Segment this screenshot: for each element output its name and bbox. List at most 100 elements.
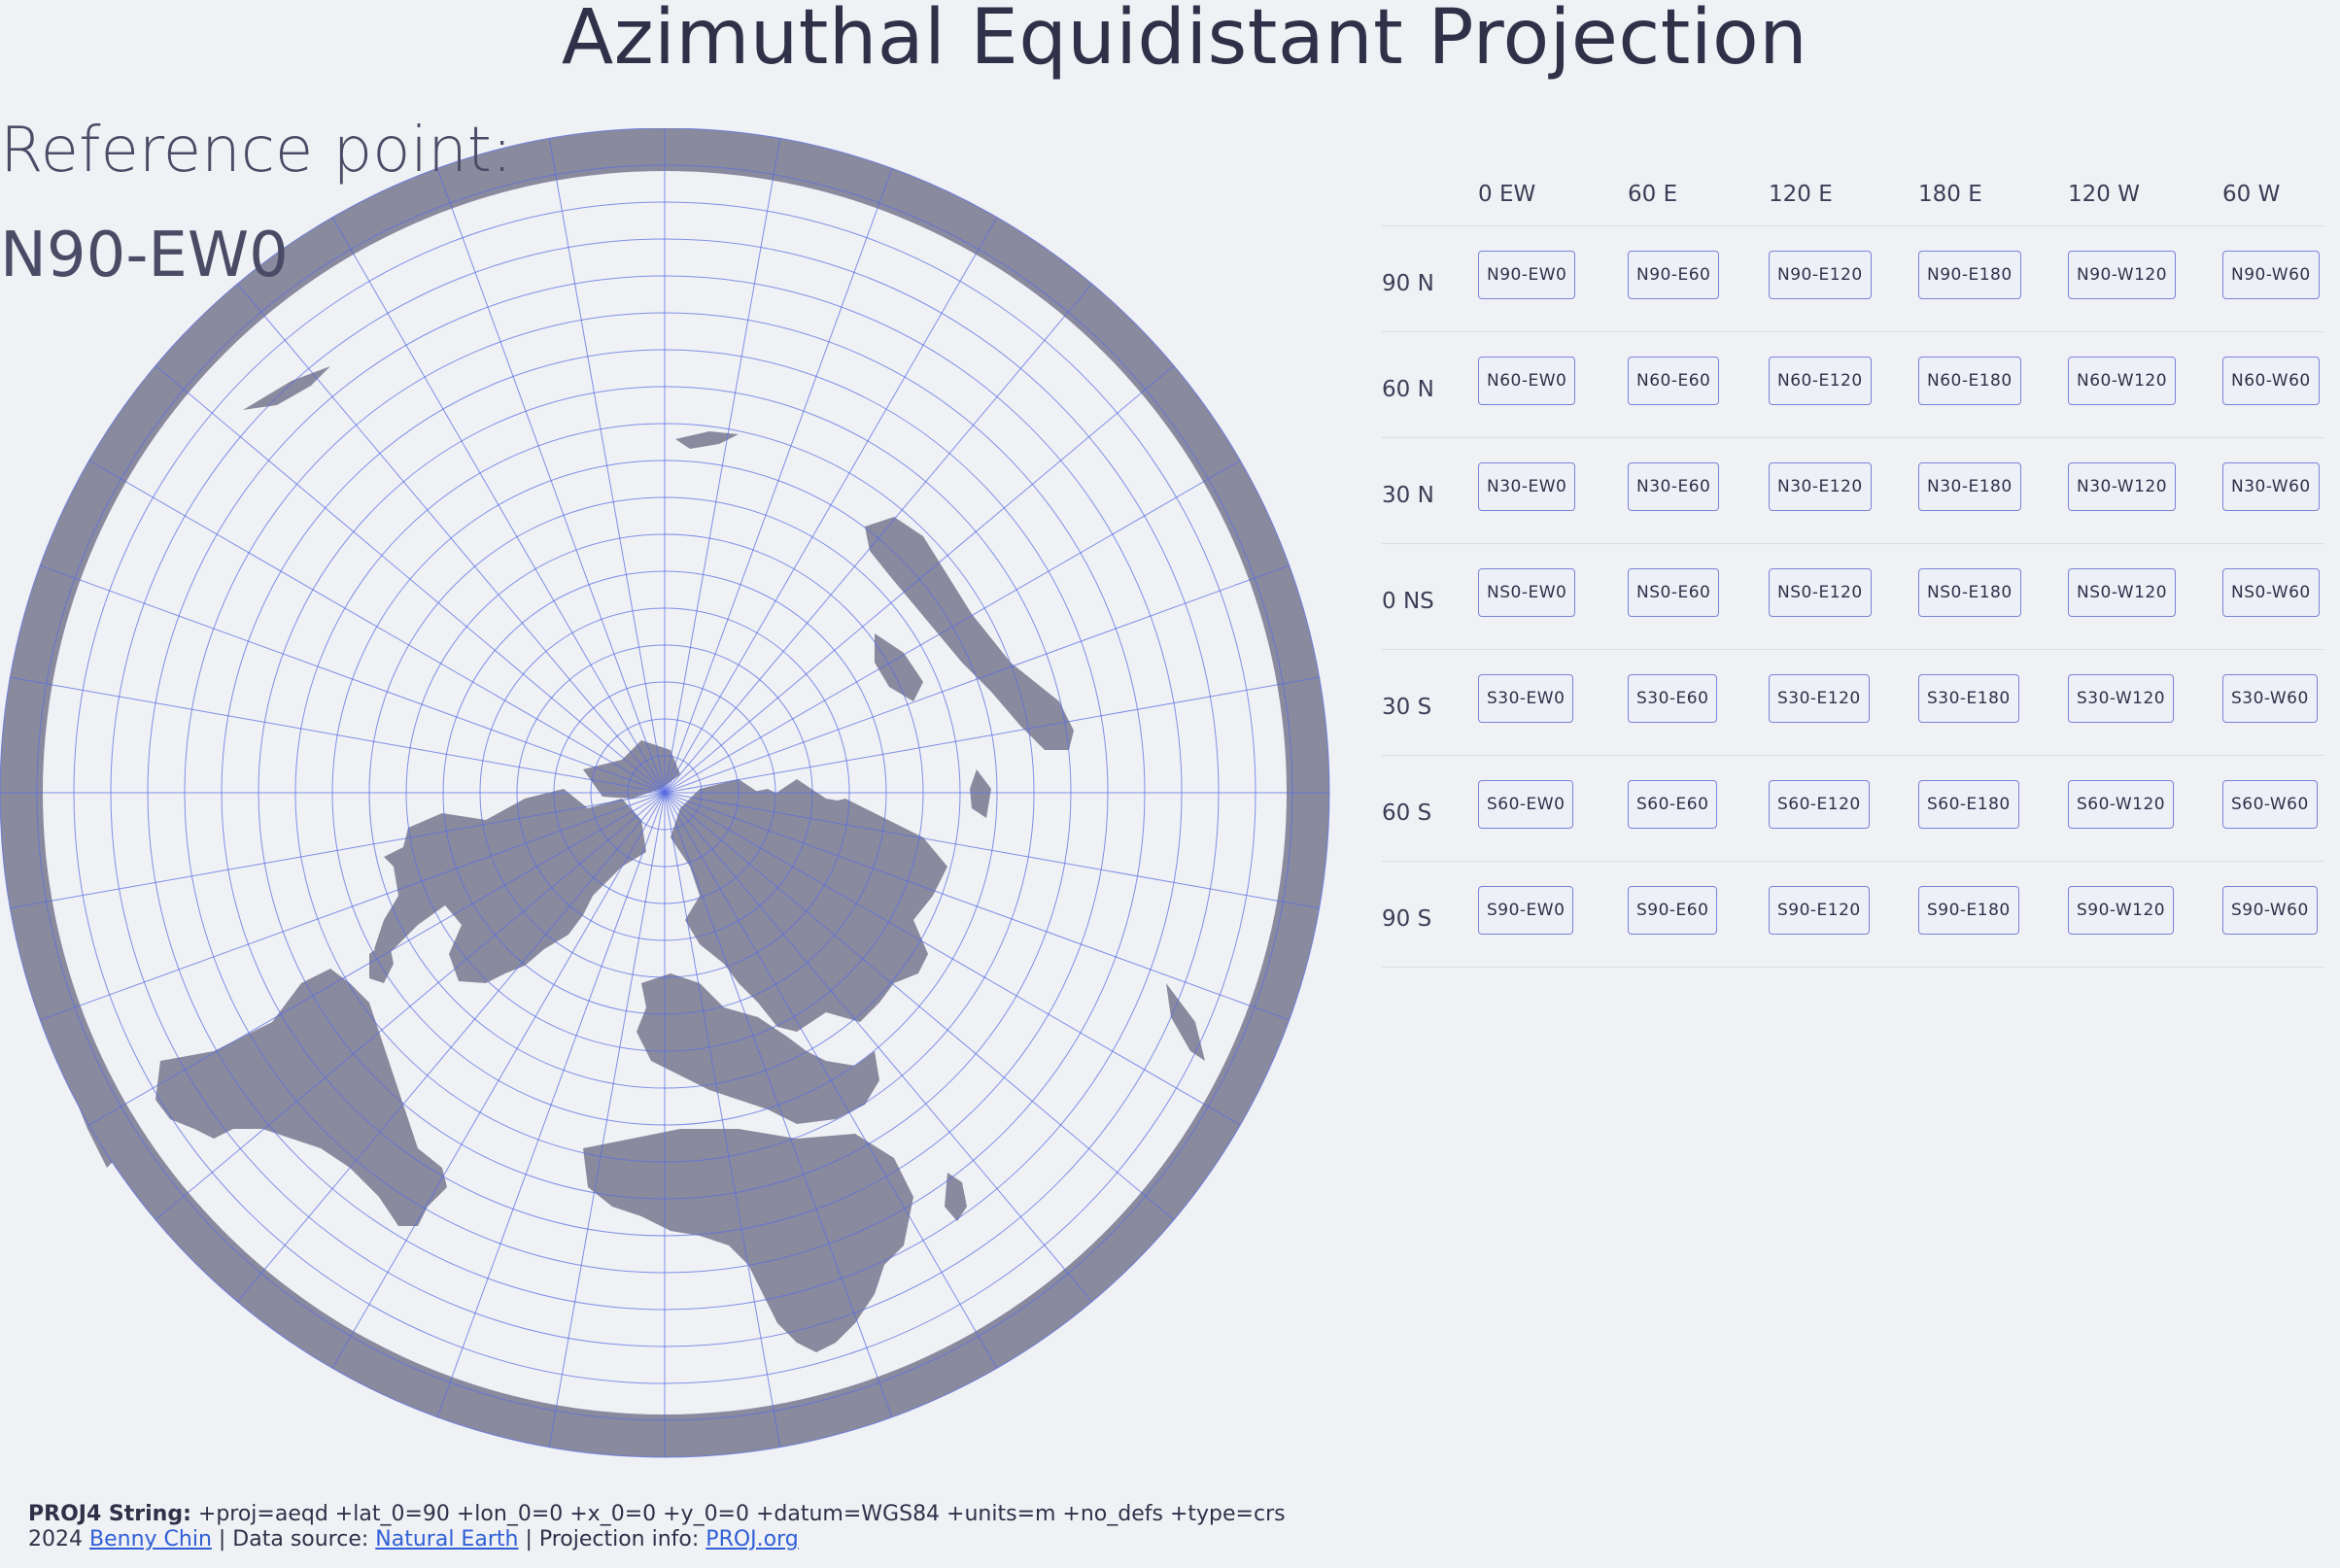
table-row: 30 S S30-EW0 S30-E60 S30-E120 S30-E180 S…	[1382, 650, 2324, 756]
row-header: 60 N	[1382, 377, 1434, 402]
land-asia-north	[680, 779, 855, 837]
reference-point-button[interactable]: N90-EW0	[1478, 251, 1576, 299]
meridian-line	[331, 792, 666, 1369]
land-australia	[865, 517, 1074, 750]
table-row: 0 NS NS0-EW0 NS0-E60 NS0-E120 NS0-E180 N…	[1382, 544, 2324, 650]
reference-point-button[interactable]: NS0-W60	[2222, 568, 2320, 617]
table-row: 60 N N60-EW0 N60-E60 N60-E120 N60-E180 N…	[1382, 332, 2324, 438]
graticule	[0, 128, 1330, 1458]
land-madagascar	[945, 1173, 967, 1221]
row-header: 90 N	[1382, 271, 1434, 296]
meridian-line	[10, 792, 666, 909]
reference-point-button[interactable]: N30-W120	[2068, 462, 2177, 511]
reference-point-button[interactable]: S60-EW0	[1478, 780, 1574, 829]
data-source-label: | Data source:	[218, 1527, 369, 1551]
meridian-line	[664, 792, 998, 1369]
meridian-line	[664, 792, 1290, 1021]
copyright-year: 2024	[28, 1527, 83, 1551]
reference-point-button[interactable]: NS0-E120	[1769, 568, 1872, 617]
reference-point-button[interactable]: S60-W120	[2068, 780, 2175, 829]
meridian-line	[664, 792, 1175, 1221]
credits-line: 2024 Benny Chin | Data source: Natural E…	[28, 1527, 1286, 1552]
reference-point-button[interactable]: N30-E60	[1628, 462, 1720, 511]
reference-point-button[interactable]: N30-W60	[2222, 462, 2320, 511]
reference-point-button[interactable]: N60-E60	[1628, 357, 1720, 405]
meridian-line	[88, 792, 666, 1126]
reference-point-button[interactable]: S60-E180	[1918, 780, 2019, 829]
reference-point-button[interactable]: S30-E60	[1628, 674, 1718, 723]
reference-point-button[interactable]: S90-W120	[2068, 886, 2175, 935]
reference-point-button[interactable]: S90-W60	[2222, 886, 2318, 935]
author-link[interactable]: Benny Chin	[89, 1527, 212, 1551]
reference-point-button[interactable]: N60-E120	[1769, 357, 1872, 405]
row-header: 60 S	[1382, 801, 1432, 826]
reference-point-value: N90-EW0	[0, 220, 289, 291]
land-africa	[583, 1129, 913, 1352]
reference-point-button[interactable]: S30-EW0	[1478, 674, 1574, 723]
reference-point-button[interactable]: NS0-E60	[1628, 568, 1720, 617]
column-header: 180 E	[1918, 182, 1982, 207]
land-north-america	[374, 789, 646, 983]
meridian-line	[236, 792, 666, 1303]
column-header: 120 E	[1769, 182, 1833, 207]
projection-info-link[interactable]: PROJ.org	[705, 1527, 799, 1551]
land-indonesia	[875, 633, 923, 701]
reference-point-button[interactable]: N90-W60	[2222, 251, 2320, 299]
reference-point-button[interactable]: NS0-E180	[1918, 568, 2021, 617]
meridian-line	[664, 364, 1175, 794]
reference-point-button[interactable]: S90-E120	[1769, 886, 1870, 935]
reference-point-button[interactable]: S90-E180	[1918, 886, 2019, 935]
reference-point-button[interactable]: N90-E120	[1769, 251, 1872, 299]
meridian-line	[664, 138, 781, 794]
reference-point-button[interactable]: S90-EW0	[1478, 886, 1574, 935]
proj4-label: PROJ4 String:	[28, 1502, 191, 1526]
reference-point-button[interactable]: S60-E120	[1769, 780, 1870, 829]
proj4-line: PROJ4 String: +proj=aeqd +lat_0=90 +lon_…	[28, 1502, 1286, 1527]
meridian-line	[664, 168, 893, 794]
meridian-line	[40, 564, 666, 794]
reference-point-button[interactable]: N60-EW0	[1478, 357, 1576, 405]
reference-point-button[interactable]: N60-E180	[1918, 357, 2021, 405]
land-arctic-islands	[583, 740, 680, 799]
reference-point-button[interactable]: S90-E60	[1628, 886, 1718, 935]
reference-point-button[interactable]: S30-E120	[1769, 674, 1870, 723]
reference-point-button[interactable]: NS0-EW0	[1478, 568, 1576, 617]
table-row: 30 N N30-EW0 N30-E60 N30-E120 N30-E180 N…	[1382, 438, 2324, 544]
meridian-line	[155, 364, 666, 794]
reference-point-button[interactable]: S30-E180	[1918, 674, 2019, 723]
reference-point-button[interactable]: N90-W120	[2068, 251, 2177, 299]
land-new-guinea	[970, 769, 991, 818]
reference-point-button[interactable]: N30-EW0	[1478, 462, 1576, 511]
map-svg	[0, 128, 1330, 1458]
meridian-line	[664, 676, 1320, 794]
land-eurasia	[671, 789, 947, 1032]
table-corner	[1382, 189, 1478, 199]
row-header: 0 NS	[1382, 589, 1434, 614]
table-header-row: 0 EW 60 E 120 E 180 E 120 W 60 W	[1382, 163, 2324, 226]
reference-point-button[interactable]: N60-W120	[2068, 357, 2177, 405]
reference-point-button[interactable]: S30-W120	[2068, 674, 2175, 723]
meridian-line	[548, 792, 666, 1448]
reference-point-button[interactable]: N90-E180	[1918, 251, 2021, 299]
meridian-line	[664, 460, 1241, 794]
reference-point-button[interactable]: S60-W60	[2222, 780, 2318, 829]
reference-point-button[interactable]: NS0-W120	[2068, 568, 2177, 617]
reference-point-button[interactable]: N90-E60	[1628, 251, 1720, 299]
land-new-zealand	[675, 431, 739, 449]
reference-point-button[interactable]: S30-W60	[2222, 674, 2318, 723]
data-source-link[interactable]: Natural Earth	[375, 1527, 519, 1551]
row-header: 30 N	[1382, 483, 1434, 508]
meridian-line	[664, 283, 1093, 794]
proj4-string: +proj=aeqd +lat_0=90 +lon_0=0 +x_0=0 +y_…	[197, 1502, 1286, 1526]
reference-point-button[interactable]: S60-E60	[1628, 780, 1718, 829]
projection-map	[0, 128, 1331, 1459]
land-central-america	[369, 939, 394, 983]
land-antarctic-fragment-3	[1166, 983, 1205, 1061]
reference-point-button[interactable]: N30-E120	[1769, 462, 1872, 511]
reference-point-button[interactable]: N60-W60	[2222, 357, 2320, 405]
reference-point-button[interactable]: N30-E180	[1918, 462, 2021, 511]
land-antarctic-fragment-2	[58, 1022, 117, 1168]
meridian-line	[10, 676, 666, 794]
reference-point-label: Reference point:	[0, 115, 513, 187]
